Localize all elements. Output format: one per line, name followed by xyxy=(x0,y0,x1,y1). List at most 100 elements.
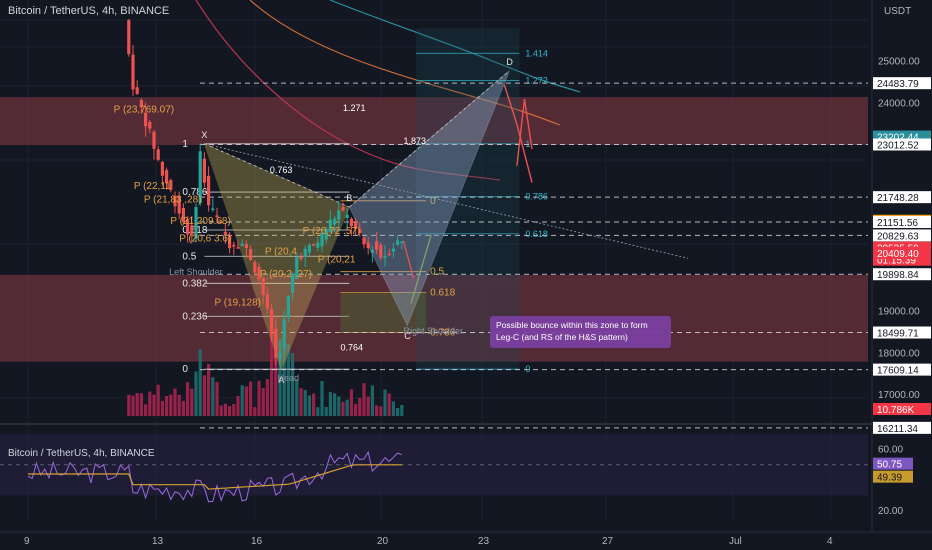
candle-body xyxy=(270,308,274,335)
price-tick: 25000.00 xyxy=(878,57,920,68)
volume-bar xyxy=(375,405,379,416)
rsi-value-label: 50.75 xyxy=(877,460,902,471)
fib-left-label: 0.236 xyxy=(182,311,207,322)
time-tick: 9 xyxy=(24,536,30,547)
candle-body xyxy=(299,256,303,260)
candle-body xyxy=(278,352,282,359)
harmonic-bd xyxy=(349,70,510,208)
candle-body xyxy=(156,149,160,160)
candle-body xyxy=(333,218,337,225)
price-badge-label: 23202.44 xyxy=(877,133,919,144)
volume-bar xyxy=(324,407,328,416)
volume-bar xyxy=(379,406,383,416)
volume-bar xyxy=(291,352,295,416)
price-badge-label: 24483.79 xyxy=(877,79,919,90)
volume-bar xyxy=(228,406,232,416)
harmonic-xb xyxy=(204,143,350,208)
candle-body xyxy=(328,219,332,233)
candle-body xyxy=(391,248,395,252)
volume-bars xyxy=(127,333,404,416)
candle-body xyxy=(354,221,358,229)
candle-body xyxy=(194,207,198,239)
projection-d-arrow xyxy=(503,84,533,183)
symbol-title: Bitcoin / TetherUS, 4h, BINANCE xyxy=(8,5,169,17)
candle-body xyxy=(362,237,366,245)
candle-body xyxy=(139,99,143,108)
candle-body xyxy=(144,112,148,127)
candle-body xyxy=(240,243,244,247)
pivot-label: P (20,21 xyxy=(318,255,356,266)
candle-body xyxy=(320,232,324,247)
price-badge-label: 21151.56 xyxy=(877,218,918,229)
harmonic-point-a: A xyxy=(278,375,284,385)
candle-body xyxy=(274,328,278,358)
rsi-title: Bitcoin / TetherUS, 4h, BINANCE xyxy=(8,448,155,459)
volume-bar xyxy=(186,382,190,416)
volume-bar xyxy=(366,396,370,416)
volume-bar xyxy=(354,404,358,416)
candle-body xyxy=(219,221,223,224)
fib-orange-label: 0.5 xyxy=(430,267,444,278)
harmonic-point-c: C xyxy=(404,331,411,341)
rsi-tick: 60.00 xyxy=(878,444,903,455)
volume-badge-label: 10.786K xyxy=(877,405,915,416)
rsi-value-badge xyxy=(873,457,913,470)
candle-body xyxy=(324,229,328,240)
candle-body xyxy=(307,244,311,253)
candle-body xyxy=(358,228,362,234)
price-badge-label: 23012.52 xyxy=(877,140,919,151)
candle-body xyxy=(127,20,131,55)
pivot-label: P (22,11 xyxy=(134,181,171,192)
volume-bar xyxy=(316,407,320,416)
price-badge-label: 18499.71 xyxy=(877,329,919,340)
pivot-label: P (20,72 .57) xyxy=(303,226,361,237)
volume-bar xyxy=(240,385,244,416)
annotation-line-2: Leg-C (and RS of the H&S pattern) xyxy=(496,332,628,342)
candle-body xyxy=(152,131,156,149)
fib-left-label: 0.5 xyxy=(182,251,196,262)
price-badge xyxy=(873,138,931,151)
chart-labels: 1.271 1.873 0.763 0.764 P (23,769.07) P (22,1… xyxy=(114,103,671,383)
volume-bar xyxy=(253,407,257,416)
resistance-zones xyxy=(0,97,868,362)
volume-bar xyxy=(358,397,362,416)
volume-bar xyxy=(337,396,341,416)
volume-bar xyxy=(131,395,135,416)
candle-body xyxy=(253,262,257,273)
volume-bar xyxy=(223,403,227,416)
volume-bar xyxy=(278,338,282,416)
candle-body xyxy=(295,256,299,279)
price-badge xyxy=(873,191,931,204)
volume-bar xyxy=(177,394,181,416)
candle-body xyxy=(291,273,295,293)
fib-right-label: 1.414 xyxy=(525,48,548,58)
candle-body xyxy=(244,244,248,248)
time-tick: 13 xyxy=(152,536,164,547)
volume-bar xyxy=(232,403,236,416)
volume-bar xyxy=(257,380,261,416)
fib-orange-label: 0 xyxy=(430,196,436,207)
volume-bar xyxy=(181,400,185,416)
price-badge-label: 17609.14 xyxy=(877,366,919,377)
price-badge-label: 20409.40 xyxy=(877,249,919,260)
candle-body xyxy=(282,319,286,349)
fib-right-label: 0.618 xyxy=(525,229,548,239)
price-badge xyxy=(873,229,931,242)
rsi-pane xyxy=(0,423,932,503)
fib-orange-label: 0.618 xyxy=(430,288,455,299)
volume-bar xyxy=(286,343,290,416)
candle-body xyxy=(379,244,383,258)
volume-bar xyxy=(328,391,332,416)
rsi-ma-label: 49.39 xyxy=(877,473,902,484)
rsi-line xyxy=(27,450,402,503)
volume-bar xyxy=(261,388,265,416)
volume-bar xyxy=(312,393,316,416)
candle-body xyxy=(316,242,320,248)
candle-body xyxy=(169,180,173,190)
time-tick: Jul xyxy=(729,536,742,547)
price-badge xyxy=(873,326,931,339)
volume-bar xyxy=(274,333,278,416)
price-badge-label: 21748.28 xyxy=(877,193,919,204)
price-badge xyxy=(873,77,931,90)
